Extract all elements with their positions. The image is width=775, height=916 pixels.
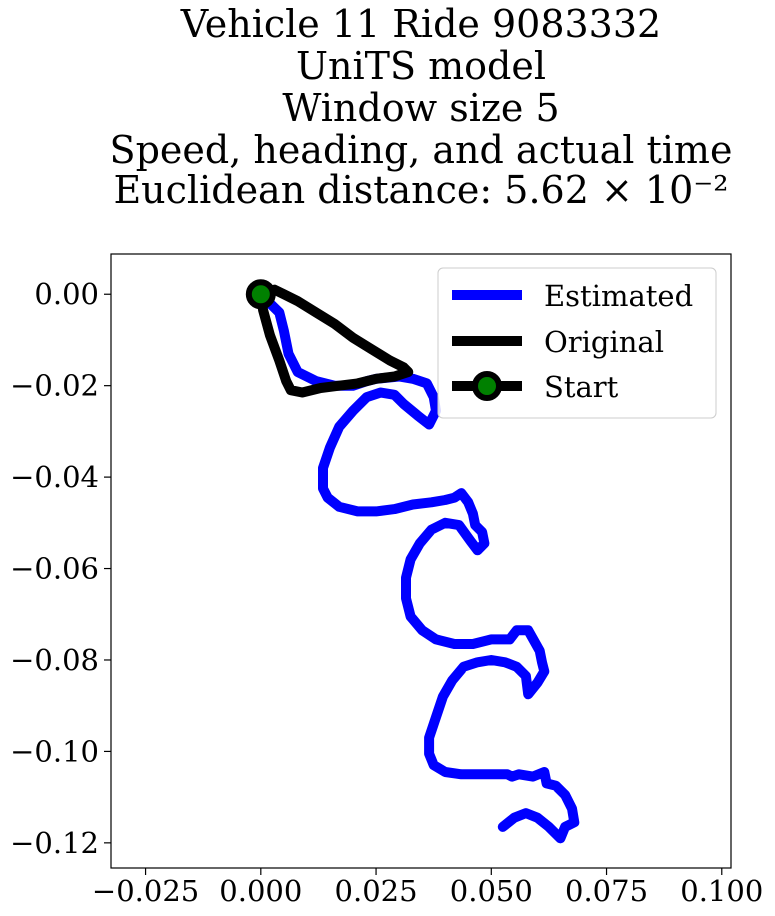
title-line-2: UniTS model: [296, 44, 546, 88]
start-marker: [245, 279, 276, 310]
x-tick-label: 0.050: [450, 874, 533, 908]
legend: Estimated Original Start: [437, 267, 717, 419]
series-line-original: [255, 284, 414, 398]
legend-marker-start: [472, 371, 502, 401]
x-tick-label: −0.025: [92, 874, 199, 908]
plot-area: [110, 253, 732, 869]
title-line-5: Euclidean distance: 5.62 × 10⁻²: [113, 168, 728, 212]
x-tick-label: 0.025: [335, 874, 418, 908]
x-tick-label: 0.100: [680, 874, 763, 908]
series-line-estimated: [255, 289, 580, 844]
plot-frame: [110, 253, 732, 869]
legend-label-start: Start: [544, 370, 619, 404]
legend-box: [437, 267, 717, 419]
y-tick-label: −0.02: [10, 369, 99, 403]
chart-title: Vehicle 11 Ride 9083332 UniTS model Wind…: [110, 2, 733, 212]
y-tick-label: −0.12: [10, 826, 99, 860]
title-line-1: Vehicle 11 Ride 9083332: [180, 2, 661, 46]
legend-label-estimated: Estimated: [544, 279, 693, 313]
title-line-4: Speed, heading, and actual time: [110, 128, 733, 172]
y-tick-label: −0.04: [10, 460, 99, 494]
y-tick-label: −0.10: [10, 734, 99, 768]
title-line-3: Window size 5: [282, 86, 559, 130]
x-tick-label: 0.075: [565, 874, 648, 908]
legend-label-original: Original: [544, 325, 664, 359]
x-tick-label: 0.000: [219, 874, 302, 908]
y-tick-label: 0.00: [34, 277, 99, 311]
series-layer: [245, 279, 580, 844]
y-axis: 0.00 −0.02 −0.04 −0.06 −0.08 −0.10 −0.12: [10, 277, 111, 860]
y-tick-label: −0.06: [10, 552, 99, 586]
y-tick-label: −0.08: [10, 643, 99, 677]
x-axis: −0.025 0.000 0.025 0.050 0.075 0.100: [92, 868, 763, 908]
